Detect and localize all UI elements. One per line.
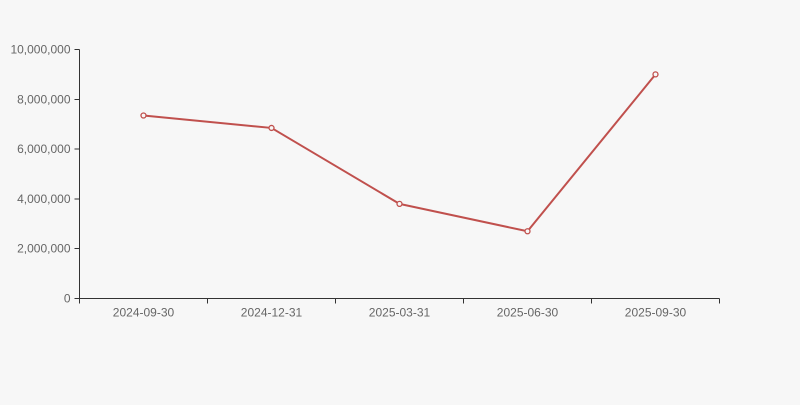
- x-axis-tick-label: 2025-03-31: [369, 306, 431, 320]
- y-axis-tick-label: 8,000,000: [17, 92, 71, 106]
- y-axis-tick-label: 2,000,000: [17, 242, 71, 256]
- x-axis-tick-label: 2025-06-30: [497, 306, 559, 320]
- data-point-marker[interactable]: [268, 124, 275, 132]
- x-axis-tick-label: 2024-12-31: [241, 306, 303, 320]
- data-point-marker[interactable]: [652, 71, 659, 78]
- series-line: [142, 73, 657, 233]
- y-axis-tick-label: 0: [64, 292, 71, 306]
- y-axis-tick-label: 6,000,000: [17, 142, 71, 156]
- y-axis-tick-label: 4,000,000: [17, 192, 71, 206]
- y-axis-tick-label: 10,000,000: [10, 43, 70, 57]
- data-point-marker[interactable]: [524, 228, 531, 235]
- data-point-marker[interactable]: [140, 112, 147, 119]
- x-axis-tick-label: 2024-09-30: [113, 306, 175, 320]
- x-axis-tick-label: 2025-09-30: [625, 306, 687, 320]
- data-point-marker[interactable]: [396, 200, 403, 208]
